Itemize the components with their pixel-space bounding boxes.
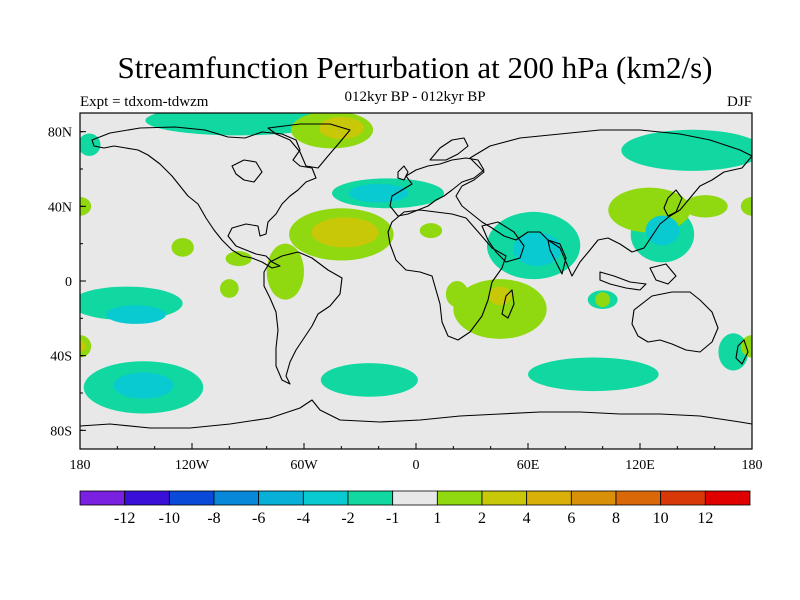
anomaly-region [488,286,512,306]
anomaly-region [740,197,752,216]
coast-india [547,239,567,275]
colorbar-label: -6 [252,510,265,527]
lat-tick-label: 80N [48,126,72,141]
coast-north-america [91,126,317,269]
colorbar-label: 12 [697,510,713,527]
latitude-axis: 80N 40N 0 40S 80S [48,126,86,439]
lon-tick-label: 120W [175,458,210,473]
coastlines [80,123,752,429]
anomaly-region [528,357,659,392]
anomaly-region [320,363,418,397]
colorbar-label: 2 [478,510,486,527]
lat-tick-label: 40S [50,350,72,365]
anomaly-region [621,129,752,171]
colorbar-label: 6 [567,510,575,527]
coast-scandinavia [429,137,469,161]
season-label: DJF [726,94,752,110]
colorbar-label: 8 [612,510,620,527]
colorbar-swatch [481,490,528,506]
colorbar-label: 1 [433,510,441,527]
coast-south-america [263,251,343,385]
coast-africa [387,209,507,341]
coast-japan [663,189,683,217]
anomaly-region [80,133,101,156]
colorbar-label: -12 [114,510,135,527]
anomaly-region [106,305,166,324]
lon-tick-label: 60W [290,458,318,473]
colorbar-label: -2 [341,510,354,527]
coast-antarctica [80,399,752,429]
colorbar-swatch [168,490,215,506]
anomaly-region [419,223,443,239]
colorbar-swatch [392,490,438,506]
coast-hudson-bay [231,159,263,183]
colorbar-swatch [124,490,170,506]
colorbar-swatch [615,490,662,506]
coast-indonesia [599,263,677,291]
lat-tick-label: 40N [48,200,72,215]
colorbar-swatch [660,490,706,506]
anomaly-region [682,195,728,218]
colorbar-swatch [570,490,617,506]
coast-uk [397,165,409,181]
longitude-axis: 180 120W 60W 0 60E 120E 180 [70,443,763,473]
coast-europe [389,157,485,217]
experiment-label: Expt = tdxom-tdwzm [80,94,209,110]
anomaly-region [595,292,611,308]
colorbar-swatch [347,490,394,506]
anomaly-region [645,215,680,246]
colorbar-label: -10 [159,510,180,527]
anomaly-region [348,183,409,203]
colorbar-swatch [436,490,483,506]
coast-asia [455,129,752,277]
colorbar-label: 4 [523,510,531,527]
anomaly-region [80,340,86,352]
coast-arabia [481,221,525,263]
lat-tick-label: 80S [50,424,72,439]
colorbar-label: 10 [653,510,669,527]
colorbar-label: -1 [386,510,399,527]
plot-title: Streamfunction Perturbation at 200 hPa (… [117,50,713,85]
plot-subtitle: 012kyr BP - 012kyr BP [344,89,486,105]
lon-tick-label: 0 [413,458,420,473]
lon-tick-label: 180 [70,458,91,473]
anomaly-region [225,251,252,267]
coast-new-zealand [735,339,749,365]
colorbar-swatch [258,490,304,506]
lon-tick-label: 180 [742,458,763,473]
anomaly-region [171,238,194,257]
colorbar-swatch [302,490,349,506]
anomaly-region [145,113,332,136]
lon-tick-label: 120E [625,458,655,473]
coast-australia [631,291,719,353]
coast-madagascar [501,289,515,319]
colorbar-swatch [213,490,260,506]
colorbar-swatch [79,490,126,506]
anomaly-region [311,217,379,248]
anomaly-region [445,281,469,308]
colorbar-swatch [526,490,572,506]
anomaly-region [266,243,305,300]
anomaly-region [220,279,239,298]
colorbar-label: -8 [207,510,220,527]
colorbar-swatch [704,490,751,506]
colorbar: -12 -10 -8 -6 -4 -2 -1 1 2 4 6 8 10 12 [79,490,751,527]
coast-greenland [267,123,351,169]
anomaly-contours [80,113,752,414]
lat-tick-label: 0 [65,275,72,290]
anomaly-region [113,372,174,399]
colorbar-label: -4 [297,510,310,527]
lon-tick-label: 60E [517,458,540,473]
